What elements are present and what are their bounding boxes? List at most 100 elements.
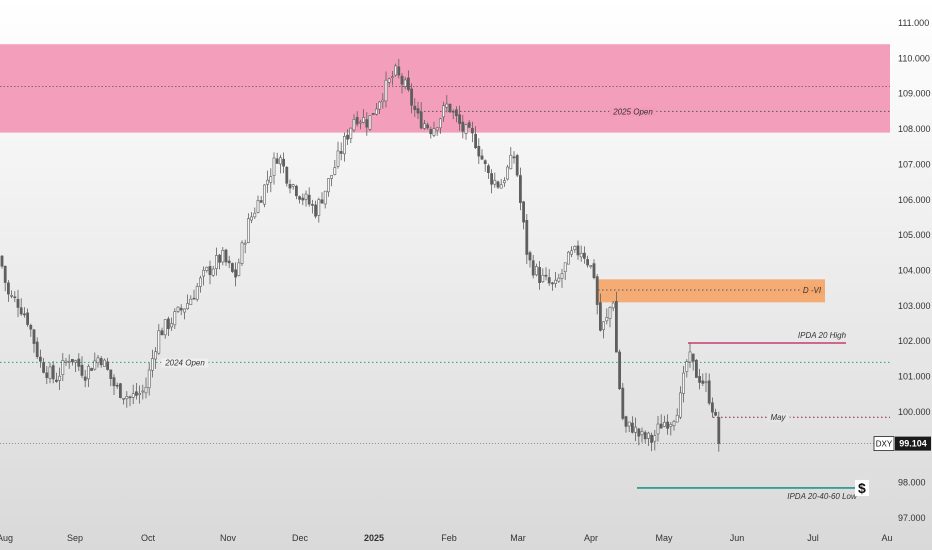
candle [403,76,407,90]
candle [90,367,94,371]
candle-body [582,252,586,259]
y-axis[interactable]: 97.000 98.000 100.000 101.000 102.000 103.000… [898,18,931,523]
candle [707,373,711,406]
candle [634,417,638,442]
candle [128,395,132,407]
candle-body [93,360,97,370]
candle [666,414,670,435]
candle [106,357,110,371]
x-tick-label: Jun [730,533,745,543]
candle [16,289,20,318]
candle [448,103,452,114]
x-tick-label: Feb [441,533,457,543]
candle-body [694,359,698,378]
candle-body [646,432,650,439]
candle-body [541,274,545,283]
candle-body [656,423,660,435]
candle-body [176,306,180,312]
candle [224,248,228,266]
candle [87,364,90,388]
candle-body [534,266,538,276]
candle [99,356,103,368]
candle [227,255,231,269]
x-tick-label: Aug [0,533,13,543]
d-vi-label-bg [799,285,825,295]
candle-body [637,428,641,437]
candle [589,265,593,269]
candle-body [26,312,30,325]
candle-body [426,124,430,129]
candle [32,328,36,353]
dollar-mark [855,479,869,496]
candle-body [618,351,622,390]
candle-body [38,356,42,362]
candle [611,301,615,312]
candle-body [717,417,721,444]
candle [183,308,186,320]
candle-body [128,396,132,399]
y-tick-label: 102.000 [898,336,931,346]
y-tick-label: 105.000 [898,230,931,240]
candle-body [435,127,439,131]
candle [630,416,634,434]
candle-body [570,250,574,255]
candle [400,73,404,94]
candle [509,147,513,170]
candle [176,306,180,313]
candle-body [621,387,625,419]
candle [374,102,378,116]
candle-body [173,311,177,326]
candle [157,324,161,355]
candle [438,118,442,134]
candle-body [301,197,305,201]
candle-body [698,376,702,383]
candle-body [151,358,154,371]
candle-body [595,276,599,305]
candle-body [106,361,110,370]
x-axis[interactable]: Aug Sep Oct Nov Dec 2025 Feb Mar Apr May Jun Jul Au [0,533,893,543]
candle-body [99,358,103,366]
candle [454,106,458,123]
candle [531,254,535,279]
candle-body [614,300,618,353]
candle-body [13,296,17,299]
candle-body [416,108,420,114]
candle-body [400,75,404,85]
candle-body [483,160,487,165]
candle-body [119,383,122,399]
candle-body [701,380,705,384]
candle-body [499,184,503,189]
candle-body [16,298,20,308]
candle [199,275,202,293]
candle-body [247,218,250,243]
candle [627,421,631,433]
candle [189,295,193,305]
candle [653,429,657,451]
x-tick-label: 2025 [364,533,384,543]
candle [119,382,122,399]
candle-body [170,323,174,328]
candle-body [240,242,244,264]
candle [541,268,545,284]
candle [131,384,135,405]
candle-body [330,175,334,179]
candle-body [490,173,494,185]
candle-body [96,357,100,364]
candle-body [410,88,414,106]
candle [624,415,628,433]
candle [464,123,468,140]
candle [58,367,62,391]
candle [406,70,410,92]
candle [570,246,574,258]
candle-body [432,128,436,136]
candle-body [256,200,260,213]
candle-body [518,175,522,203]
candle [35,337,39,360]
candle-body [640,431,644,436]
candle [256,195,260,214]
candle [573,245,577,253]
candle [147,362,151,396]
candle [637,427,641,446]
